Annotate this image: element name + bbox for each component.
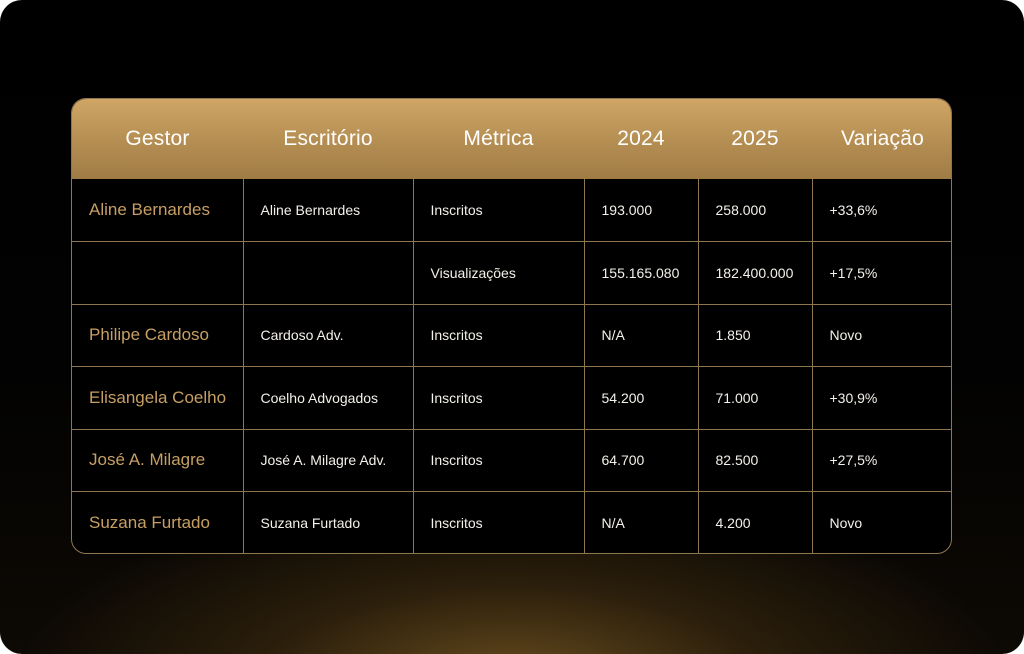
table-row: Visualizações 155.165.080 182.400.000 +1…: [72, 241, 951, 305]
cell-gestor: Philipe Cardoso: [72, 304, 244, 367]
table-row: Aline Bernardes Aline Bernardes Inscrito…: [72, 179, 951, 242]
cell-metrica: Inscritos: [413, 304, 585, 367]
table-row: Philipe Cardoso Cardoso Adv. Inscritos N…: [72, 304, 951, 367]
table-row: Elisangela Coelho Coelho Advogados Inscr…: [72, 366, 951, 430]
cell-2025: 182.400.000: [698, 241, 813, 305]
cell-gestor: Elisangela Coelho: [72, 366, 244, 430]
cell-gestor: José A. Milagre: [72, 429, 244, 492]
cell-2025: 258.000: [698, 179, 813, 242]
data-table-card: Gestor Escritório Métrica 2024 2025 Vari…: [71, 98, 952, 554]
cell-2025: 71.000: [698, 366, 813, 430]
cell-escritorio: Cardoso Adv.: [243, 304, 414, 367]
header-2025: 2025: [731, 127, 779, 150]
cell-metrica: Inscritos: [413, 429, 585, 492]
cell-variacao: Novo: [812, 304, 951, 367]
cell-2025: 82.500: [698, 429, 813, 492]
cell-2024: N/A: [584, 304, 699, 367]
cell-escritorio: José A. Milagre Adv.: [243, 429, 414, 492]
cell-escritorio: Suzana Furtado: [243, 491, 414, 553]
cell-2024: 155.165.080: [584, 241, 699, 305]
cell-variacao: +17,5%: [812, 241, 951, 305]
cell-metrica: Inscritos: [413, 366, 585, 430]
cell-variacao: Novo: [829, 515, 863, 531]
cell-variacao: +27,5%: [812, 429, 951, 492]
cell-2024: 193.000: [584, 179, 699, 242]
cell-escritorio: Aline Bernardes: [243, 179, 414, 242]
header-row: Gestor Escritório Métrica 2024 2025 Vari…: [72, 99, 951, 179]
cell-2025: 1.850: [698, 304, 813, 367]
cell-metrica: Inscritos: [413, 491, 585, 553]
table-row: José A. Milagre José A. Milagre Adv. Ins…: [72, 429, 951, 492]
cell-gestor: Aline Bernardes: [72, 179, 244, 242]
table-body: Aline Bernardes Aline Bernardes Inscrito…: [72, 179, 951, 553]
table-header: Gestor Escritório Métrica 2024 2025 Vari…: [72, 99, 951, 179]
cell-escritorio: [243, 241, 414, 305]
cell-gestor: [72, 241, 244, 305]
header-gestor: Gestor: [125, 127, 190, 150]
cell-2024: 64.700: [584, 429, 699, 492]
cell-variacao: +33,6%: [812, 179, 951, 242]
header-metrica: Métrica: [463, 127, 534, 150]
cell-variacao: +30,9%: [812, 366, 951, 430]
data-table: Gestor Escritório Métrica 2024 2025 Vari…: [72, 99, 951, 553]
table-row: Suzana Furtado Suzana Furtado Inscritos …: [72, 491, 951, 553]
cell-escritorio: Coelho Advogados: [243, 366, 414, 430]
cell-2024: N/A: [584, 491, 699, 553]
cell-gestor: Suzana Furtado: [72, 491, 244, 553]
cell-2024: 54.200: [584, 366, 699, 430]
header-2024: 2024: [617, 127, 665, 150]
cell-metrica: Inscritos: [413, 179, 585, 242]
cell-2025: 4.200: [698, 491, 813, 553]
header-variacao: Variação: [841, 127, 924, 150]
cell-metrica: Visualizações: [413, 241, 585, 305]
header-escritorio: Escritório: [283, 127, 373, 150]
